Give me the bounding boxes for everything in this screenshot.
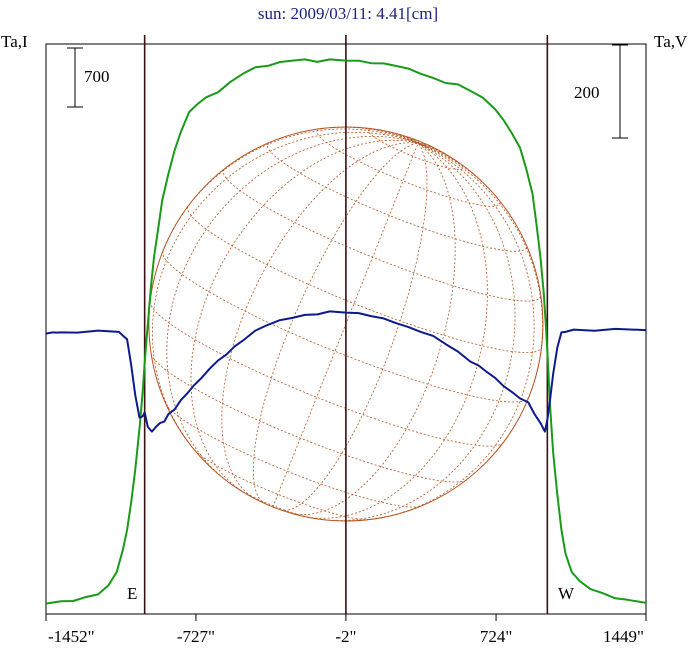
longitude-line bbox=[280, 142, 428, 511]
x-axis-ticks: -1452" -727" -2" 724" 1449" bbox=[45, 614, 647, 646]
longitude-line bbox=[417, 142, 459, 163]
x-tick-label: 1449" bbox=[603, 627, 644, 646]
longitude-line bbox=[417, 142, 446, 155]
latitude-line bbox=[150, 353, 467, 483]
longitude-line bbox=[391, 131, 419, 144]
left-axis-label: Ta,I bbox=[1, 32, 28, 51]
latitude-line bbox=[222, 168, 542, 302]
west-limb-label: W bbox=[558, 584, 575, 603]
right-axis-label: Ta,V bbox=[654, 32, 688, 51]
longitude-line bbox=[418, 142, 434, 148]
east-limb-label: E bbox=[127, 584, 137, 603]
longitude-line bbox=[379, 142, 535, 519]
intensity-curve bbox=[45, 58, 647, 605]
polarization-curve bbox=[45, 310, 647, 433]
longitude-line bbox=[272, 142, 419, 508]
longitude-line bbox=[166, 135, 419, 482]
longitude-line bbox=[252, 142, 419, 505]
x-tick-label: -727" bbox=[177, 627, 215, 646]
right-scale-bar bbox=[612, 44, 628, 139]
longitude-line bbox=[292, 142, 456, 516]
latitude-line bbox=[367, 128, 464, 170]
latitude-line bbox=[149, 301, 504, 447]
left-scale-label: 700 bbox=[84, 67, 110, 86]
longitude-line bbox=[417, 142, 544, 398]
x-tick-label: 724" bbox=[480, 627, 512, 646]
latitude-line bbox=[316, 128, 501, 207]
x-tick-label: -1452" bbox=[48, 627, 95, 646]
longitude-line bbox=[417, 142, 499, 200]
latitude-line bbox=[187, 206, 542, 353]
latitude-line bbox=[165, 403, 422, 508]
longitude-line bbox=[162, 128, 419, 252]
longitude-line bbox=[376, 129, 419, 144]
right-scale-label: 200 bbox=[574, 83, 600, 102]
longitude-line bbox=[307, 142, 488, 519]
solar-disk bbox=[148, 126, 544, 522]
longitude-line bbox=[324, 142, 516, 522]
latitude-line bbox=[194, 449, 369, 521]
limb-markers bbox=[143, 35, 549, 614]
longitude-line bbox=[417, 141, 420, 144]
longitude-line bbox=[221, 142, 419, 499]
x-tick-label: -2" bbox=[335, 627, 356, 646]
chart-title: sun: 2009/03/11: 4.41[cm] bbox=[258, 4, 438, 23]
longitude-line bbox=[151, 131, 419, 442]
longitude-line bbox=[321, 126, 419, 144]
series-lines bbox=[45, 58, 647, 605]
left-scale-bar bbox=[67, 47, 83, 108]
